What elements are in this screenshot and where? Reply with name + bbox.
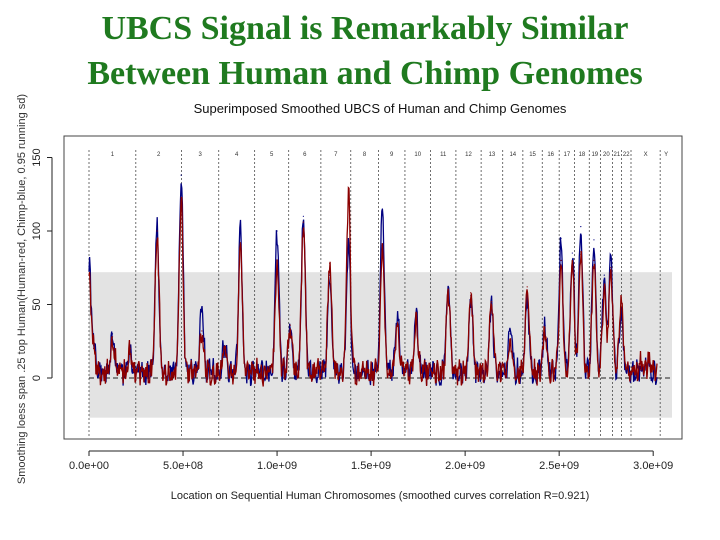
chromosome-label: 19	[591, 152, 598, 158]
series-point-chimp	[239, 242, 241, 244]
chromosome-label: 10	[414, 152, 421, 158]
chromosome-label: 11	[440, 152, 447, 158]
series-point-chimp	[302, 221, 304, 223]
series-point-chimp	[593, 259, 595, 261]
series-point-human	[111, 333, 114, 335]
series-point-human	[544, 324, 546, 326]
series-point-chimp	[289, 324, 291, 326]
series-point-chimp	[88, 274, 90, 276]
chromosome-label: 9	[390, 152, 394, 158]
series-line-chimp	[88, 186, 658, 387]
chromosome-label: 8	[363, 152, 367, 158]
series-point-chimp	[156, 230, 158, 232]
series-point-chimp	[560, 259, 562, 261]
series-point-chimp	[93, 348, 95, 350]
series-point-human	[201, 306, 203, 309]
series-point-human	[610, 259, 612, 261]
x-tick-label: 0.0e+00	[69, 460, 109, 472]
x-tick-label: 2.0e+09	[445, 460, 485, 472]
x-tick-label: 3.0e+09	[633, 460, 673, 472]
x-tick-label: 2.5e+09	[539, 460, 579, 472]
chromosome-label: 16	[547, 152, 554, 158]
chromosome-label: X	[644, 152, 648, 158]
y-tick-label: 0	[31, 375, 43, 381]
chromosome-label: 13	[489, 152, 496, 158]
y-tick-label: 100	[31, 222, 43, 240]
series-point-human	[88, 265, 90, 267]
series-point-human	[396, 318, 399, 320]
plot-title: Superimposed Smoothed UBCS of Human and …	[194, 101, 567, 116]
series-point-chimp	[610, 267, 612, 269]
series-point-human	[639, 370, 641, 372]
chromosome-label: 2	[157, 152, 161, 158]
slide-title: UBCS Signal is Remarkably Similar Betwee…	[0, 6, 720, 96]
series-point-human	[560, 237, 562, 239]
series-point-chimp	[639, 362, 641, 364]
chromosome-label: 17	[564, 152, 571, 158]
series-point-human	[381, 208, 383, 210]
y-tick-label: 150	[31, 148, 43, 166]
chromosome-label: 3	[198, 152, 202, 158]
series-point-human	[156, 225, 158, 228]
slide-title-line-1: UBCS Signal is Remarkably Similar	[101, 10, 629, 47]
series-point-chimp	[180, 196, 182, 198]
x-tick-label: 5.0e+08	[163, 460, 203, 472]
series-point-chimp	[396, 325, 399, 328]
series-point-human	[180, 174, 182, 176]
series-point-human	[289, 327, 291, 329]
series-point-human	[239, 230, 241, 232]
series-point-chimp	[490, 300, 493, 303]
series-point-chimp	[201, 330, 203, 332]
series-point-chimp	[648, 359, 651, 361]
slide-title-line-2: Between Human and Chimp Genomes	[87, 55, 643, 92]
chromosome-label: 7	[334, 152, 338, 158]
series-point-chimp	[415, 318, 417, 320]
chromosome-label: 12	[465, 152, 472, 158]
chromosome-label: 21	[614, 152, 621, 158]
series-point-human	[302, 215, 304, 217]
series-point-chimp	[276, 259, 278, 261]
series-point-chimp	[129, 348, 131, 350]
series-point-human	[580, 225, 582, 228]
y-tick-label: 50	[31, 298, 43, 310]
series-point-chimp	[603, 286, 605, 288]
chromosome-label: 22	[623, 152, 630, 158]
chromosome-label: 1	[111, 152, 115, 158]
series-point-chimp	[580, 253, 582, 256]
chromosome-label: 6	[303, 152, 307, 158]
chromosome-label: 20	[603, 152, 610, 158]
x-axis-title: Location on Sequential Human Chromosomes…	[171, 490, 590, 502]
series-point-chimp	[571, 262, 573, 264]
series-point-chimp	[347, 195, 350, 197]
series-point-human	[593, 239, 595, 241]
series-point-chimp	[111, 336, 114, 338]
series-point-human	[571, 252, 573, 254]
chromosome-label: Y	[664, 152, 668, 158]
series-point-chimp	[526, 286, 528, 288]
series-point-chimp	[329, 262, 331, 264]
series-point-human	[509, 333, 511, 335]
series-point-human	[447, 286, 449, 288]
chromosome-label: 18	[579, 152, 586, 158]
series-point-chimp	[470, 292, 472, 294]
chromosome-label: 5	[270, 152, 274, 158]
x-tick-label: 1.5e+09	[351, 460, 391, 472]
series-point-chimp	[223, 348, 226, 350]
x-tick-label: 1.0e+09	[257, 460, 297, 472]
chromosome-label: 15	[529, 152, 536, 158]
series-point-chimp	[381, 245, 383, 247]
series-point-human	[276, 230, 278, 232]
series-point-human	[347, 242, 350, 244]
chromosome-label: 4	[235, 152, 239, 158]
series-point-chimp	[544, 327, 546, 329]
series-point-chimp	[509, 340, 511, 342]
series-point-human	[603, 274, 605, 276]
chromosome-label: 14	[509, 152, 516, 158]
series-point-chimp	[447, 289, 449, 291]
series-point-chimp	[620, 296, 622, 298]
